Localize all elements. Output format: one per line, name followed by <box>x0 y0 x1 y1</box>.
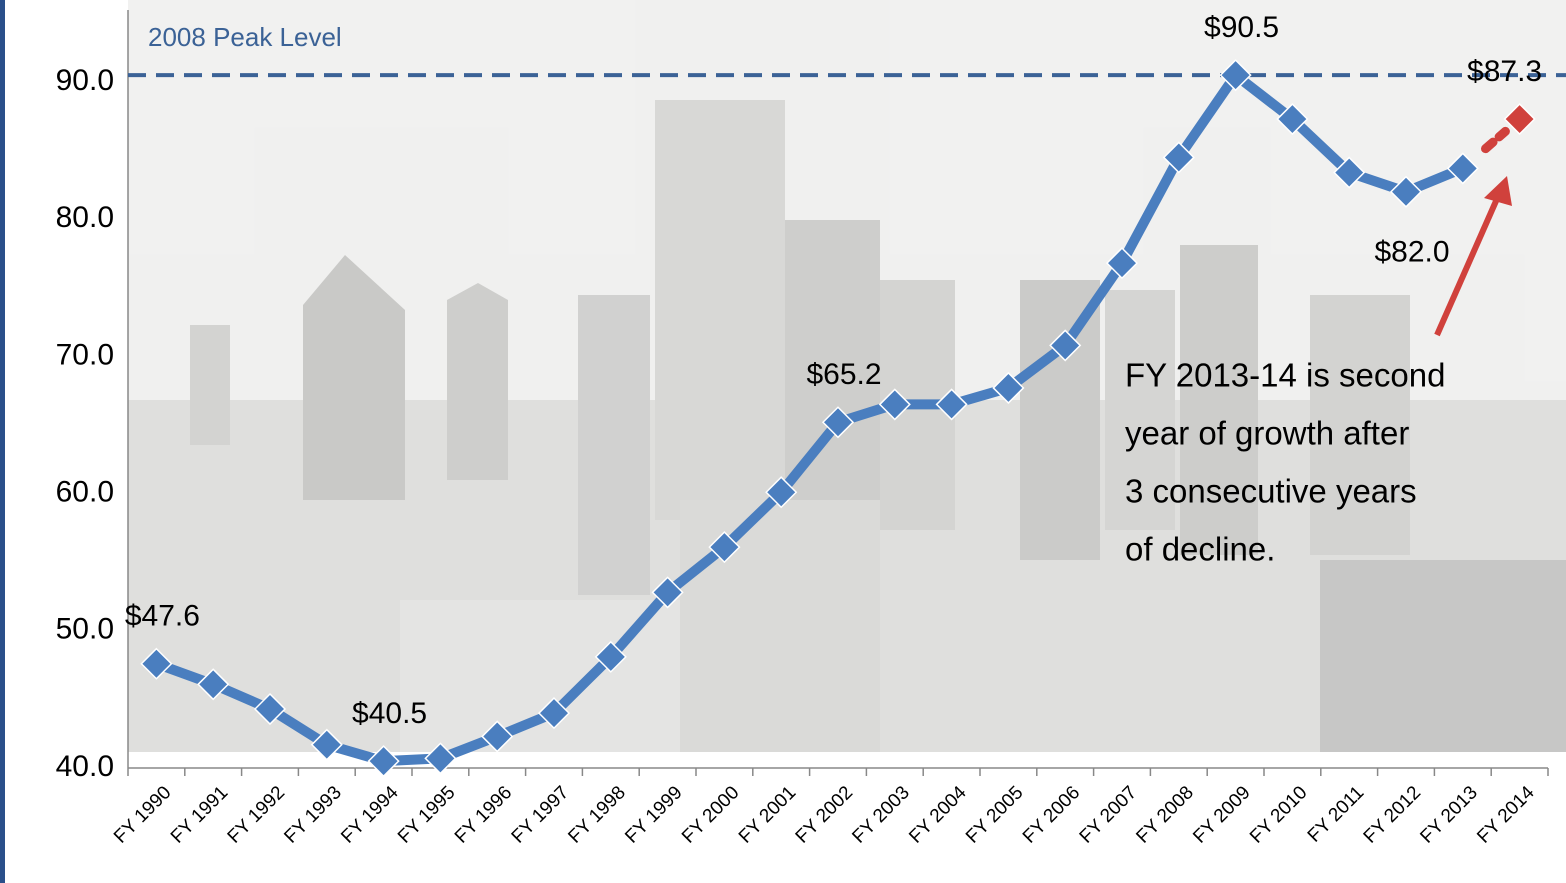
point-marker <box>367 745 400 778</box>
data-label: $87.3 <box>1467 55 1542 88</box>
data-label: $47.6 <box>125 600 200 633</box>
x-tick-label: FY 2000 <box>678 782 743 847</box>
x-tick-label: FY 2001 <box>735 782 800 847</box>
data-label: $90.5 <box>1204 11 1279 44</box>
point-marker <box>1049 329 1082 362</box>
annotation: 3 consecutive years <box>1125 473 1417 510</box>
point-marker <box>821 406 855 439</box>
x-tick-label: FY 2012 <box>1360 782 1425 847</box>
x-tick-label: FY 2014 <box>1473 782 1539 848</box>
x-tick-label: FY 2005 <box>962 782 1027 847</box>
point-marker <box>992 371 1025 405</box>
y-tick-label: 70.0 <box>56 338 114 371</box>
point-marker <box>651 576 684 609</box>
point-marker <box>1105 247 1139 280</box>
x-tick-label: FY 2006 <box>1019 782 1084 847</box>
x-tick-label: FY 1995 <box>394 782 459 847</box>
point-marker <box>1276 102 1309 136</box>
point-marker <box>1389 175 1423 208</box>
data-label: $65.2 <box>806 358 881 391</box>
x-tick-label: FY 1997 <box>508 782 573 847</box>
x-tick-label: FY 2003 <box>848 782 913 847</box>
x-tick-label: FY 2013 <box>1416 782 1481 847</box>
y-tick-label: 60.0 <box>56 476 114 509</box>
data-label: $82.0 <box>1374 236 1449 269</box>
point-marker <box>253 692 287 726</box>
annotation: FY 2013-14 is second <box>1125 357 1445 394</box>
x-tick-label: FY 1990 <box>110 782 175 847</box>
point-marker <box>537 697 571 730</box>
point-marker <box>140 647 173 680</box>
x-tick-label: FY 2010 <box>1246 782 1311 847</box>
point-marker <box>1503 102 1536 136</box>
point-marker <box>310 728 343 761</box>
annotation: of decline. <box>1125 531 1275 568</box>
point-marker <box>594 640 627 673</box>
x-tick-label: FY 1991 <box>167 782 232 847</box>
point-marker <box>878 388 911 421</box>
point-marker <box>1219 59 1252 92</box>
x-tick-label: FY 2009 <box>1189 782 1254 847</box>
x-tick-label: FY 1996 <box>451 782 516 847</box>
point-marker <box>765 476 798 509</box>
annotation-arrowhead <box>1484 176 1512 206</box>
point-marker <box>1162 141 1195 174</box>
projection-connector <box>1481 126 1510 154</box>
x-tick-label: FY 2008 <box>1132 782 1197 847</box>
x-tick-label: FY 2007 <box>1076 782 1141 847</box>
x-tick-label: FY 1993 <box>280 782 345 847</box>
x-tick-label: FY 1998 <box>564 782 629 847</box>
x-tick-label: FY 2011 <box>1304 782 1368 846</box>
point-marker <box>708 531 741 564</box>
data-label: $40.5 <box>352 697 427 730</box>
point-marker <box>1446 152 1479 185</box>
y-tick-label: 90.0 <box>56 64 114 97</box>
point-marker <box>481 720 514 753</box>
annotation: year of growth after <box>1125 415 1409 452</box>
point-marker <box>197 668 230 701</box>
x-tick-label: FY 2004 <box>905 782 971 848</box>
x-tick-label: FY 1992 <box>224 782 289 847</box>
reference-label: 2008 Peak Level <box>148 22 342 52</box>
x-tick-label: FY 1999 <box>621 782 686 847</box>
annotation-arrow <box>1434 190 1503 337</box>
y-tick-label: 50.0 <box>56 613 114 646</box>
y-tick-label: 80.0 <box>56 201 114 234</box>
point-marker <box>1333 156 1366 189</box>
edge-strip <box>0 0 5 883</box>
y-tick-label: 40.0 <box>56 750 114 783</box>
point-marker <box>935 388 968 421</box>
x-tick-label: FY 2002 <box>792 782 857 847</box>
x-tick-label: FY 1994 <box>337 782 403 848</box>
point-marker <box>424 742 457 775</box>
